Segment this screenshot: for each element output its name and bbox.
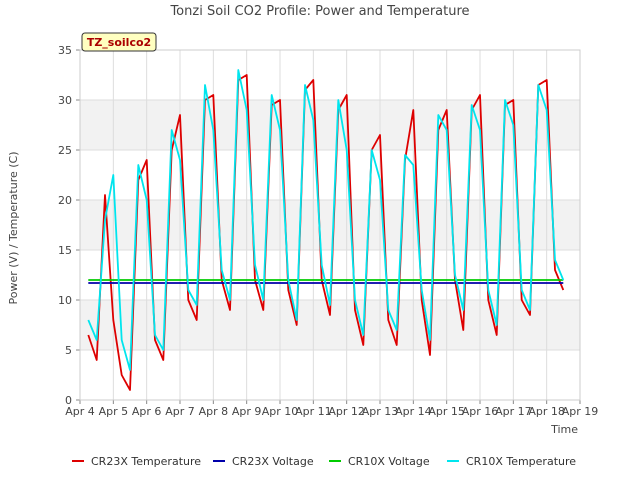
x-tick-label: Apr 19 — [562, 405, 599, 418]
y-axis-label: Power (V) / Temperature (C) — [7, 151, 20, 304]
x-tick-label: Apr 13 — [362, 405, 399, 418]
y-tick-label: 35 — [58, 44, 72, 57]
x-tick-label: Apr 12 — [328, 405, 365, 418]
x-tick-label: Apr 15 — [428, 405, 465, 418]
legend-label-cr23x-voltage: CR23X Voltage — [232, 455, 314, 468]
y-tick-labels: 0 5 10 15 20 25 30 35 — [58, 44, 72, 407]
x-tick-label: Apr 5 — [99, 405, 129, 418]
chart-title: Tonzi Soil CO2 Profile: Power and Temper… — [169, 4, 469, 19]
x-tick-label: Apr 9 — [232, 405, 262, 418]
y-tick-label: 15 — [58, 244, 72, 257]
x-tick-label: Apr 17 — [495, 405, 532, 418]
plot-frame — [79, 49, 581, 401]
y-tick-label: 25 — [58, 144, 72, 157]
x-tick-label: Apr 7 — [165, 405, 195, 418]
axes — [76, 49, 581, 404]
x-tick-label: Apr 18 — [528, 405, 565, 418]
y-tick-label: 0 — [65, 394, 72, 407]
legend-label-cr10x-temperature: CR10X Temperature — [466, 455, 576, 468]
annotation-label: TZ_soilco2 — [87, 36, 151, 49]
x-tick-label: Apr 11 — [295, 405, 332, 418]
x-tick-labels: Apr 4 Apr 5 Apr 6 Apr 7 Apr 8 Apr 9 Apr 10Apr … — [65, 405, 598, 418]
legend-label-cr10x-voltage: CR10X Voltage — [348, 455, 430, 468]
plot-band — [80, 100, 580, 150]
x-tick-label: Apr 8 — [199, 405, 229, 418]
x-tick-label: Apr 16 — [462, 405, 499, 418]
x-tick-label: Apr 14 — [395, 405, 432, 418]
x-axis-label: Time — [550, 423, 578, 436]
series-line-cr10x-temperature — [87, 69, 565, 371]
legend-label-cr23x-temperature: CR23X Temperature — [91, 455, 201, 468]
annotation-box: TZ_soilco2 — [81, 32, 157, 52]
y-tick-label: 30 — [58, 94, 72, 107]
legend: CR23X Temperature CR23X Voltage CR10X Volt… — [72, 455, 576, 468]
x-tick-label: Apr 6 — [132, 405, 162, 418]
y-tick-label: 10 — [58, 294, 72, 307]
x-tick-label: Apr 10 — [262, 405, 299, 418]
y-tick-label: 5 — [65, 344, 72, 357]
y-tick-label: 20 — [58, 194, 72, 207]
plot-band — [80, 200, 580, 250]
series-layer — [87, 69, 565, 391]
x-tick-label: Apr 4 — [65, 405, 95, 418]
